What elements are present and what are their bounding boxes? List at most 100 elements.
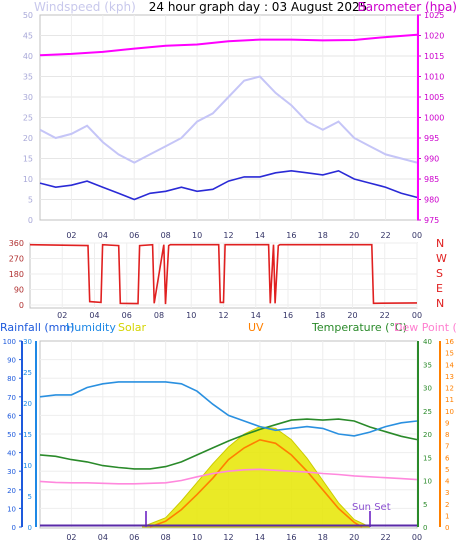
rainfall-tick: 40: [7, 450, 16, 458]
temperature-tick: 5: [423, 501, 427, 509]
windspeed-tick: 20: [23, 134, 33, 143]
humidity-tick: 25: [23, 369, 32, 377]
barometer-tick: 1020: [424, 32, 444, 41]
wind-x-tick: 02: [66, 231, 76, 240]
compass-label: E: [436, 282, 443, 295]
solar-axis-label: Solar: [118, 321, 147, 334]
dewpoint-axis-label: Dew Point (°C): [394, 321, 458, 334]
wind-x-tick: 14: [255, 231, 265, 240]
wind-x-tick: 16: [286, 231, 296, 240]
windspeed-tick: 10: [23, 175, 33, 184]
rainfall-tick: 100: [3, 338, 16, 346]
barometer-tick: 990: [424, 155, 439, 164]
wind-x-tick: 22: [380, 231, 390, 240]
windspeed-tick: 50: [23, 11, 33, 20]
wind-x-tick: 12: [223, 231, 233, 240]
chart-title: 24 hour graph day : 03 August 2025: [149, 0, 368, 14]
main-x-tick: 10: [192, 533, 202, 542]
uv-axis-label: UV: [248, 321, 264, 334]
uv-tick: 11: [445, 396, 454, 404]
main-x-tick: 04: [98, 533, 108, 542]
wind-x-tick: 18: [318, 231, 328, 240]
wind-direction-series: [29, 243, 418, 305]
wind-x-tick: 08: [161, 231, 171, 240]
windspeed-tick: 40: [23, 52, 33, 61]
direction-x-tick: 04: [89, 311, 99, 320]
compass-label: N: [436, 297, 444, 310]
humidity-tick: 15: [23, 431, 32, 439]
direction-x-tick: 10: [186, 311, 196, 320]
windspeed-tick: 30: [23, 93, 33, 102]
direction-degree-labels: 0 90 180 270 360: [9, 239, 24, 310]
direction-degree-tick: 90: [14, 286, 24, 295]
barometer-tick: 1005: [424, 93, 444, 102]
direction-degree-tick: 180: [9, 270, 24, 279]
direction-degree-tick: 0: [19, 301, 24, 310]
compass-label: N: [436, 237, 444, 250]
direction-x-tick-labels: 02 04 06 08 10 12 14 16 18 20 22 00: [57, 311, 422, 320]
barometer-tick-labels: 975 980 985 990 995 1000 1005 1010 1015 1020 1025: [417, 11, 444, 225]
windspeed-axis-label: Windspeed (kph): [34, 0, 136, 14]
direction-x-tick: 06: [122, 311, 132, 320]
barometer-tick: 1015: [424, 52, 444, 61]
barometer-tick: 995: [424, 134, 439, 143]
wind-x-tick: 10: [192, 231, 202, 240]
uv-tick: 14: [445, 361, 454, 369]
temperature-tick: 35: [423, 361, 432, 369]
uv-tick: 12: [445, 385, 454, 393]
uv-tick: 0: [445, 524, 449, 532]
humidity-tick: 30: [23, 338, 32, 346]
main-x-tick: 12: [223, 533, 233, 542]
wind-gust-series: [39, 75, 418, 164]
barometer-tick: 975: [424, 216, 439, 225]
rainfall-tick: 30: [7, 468, 16, 476]
direction-x-tick: 18: [315, 311, 325, 320]
uv-tick: 9: [445, 419, 449, 427]
main-x-tick: 02: [66, 533, 76, 542]
wind-x-tick: 20: [349, 231, 359, 240]
uv-tick: 8: [445, 431, 449, 439]
direction-x-tick: 12: [218, 311, 228, 320]
windspeed-tick-labels: 0 5 10 15 20 25 30 35 40 45 50: [23, 11, 33, 225]
temperature-axis-label: Temperature (°C): [311, 321, 407, 334]
humidity-series: [39, 381, 418, 437]
barometer-axis-label: Barometer (hpa): [358, 0, 457, 14]
barometer-tick: 1010: [424, 73, 444, 82]
temperature-tick: 40: [423, 338, 432, 346]
direction-degree-tick: 270: [9, 255, 24, 264]
rainfall-tick: 80: [7, 375, 16, 383]
uv-tick: 6: [445, 454, 450, 462]
rainfall-axis-label: Rainfall (mm): [0, 321, 74, 334]
uv-tick: 4: [445, 478, 450, 486]
windspeed-tick: 0: [28, 216, 33, 225]
temperature-tick: 30: [423, 385, 432, 393]
windspeed-tick: 45: [23, 32, 33, 41]
humidity-tick: 10: [23, 462, 32, 470]
uv-tick: 5: [445, 466, 449, 474]
temperature-tick: 20: [423, 431, 432, 439]
main-x-tick: 06: [129, 533, 139, 542]
uv-tick: 7: [445, 443, 449, 451]
direction-x-tick: 20: [347, 311, 357, 320]
rainfall-tick: 50: [7, 431, 16, 439]
direction-x-tick: 16: [283, 311, 293, 320]
wind-x-tick: 04: [98, 231, 108, 240]
wind-x-tick: 06: [129, 231, 139, 240]
rainfall-tick: 20: [7, 487, 16, 495]
direction-x-tick: 02: [57, 311, 67, 320]
uv-tick: 2: [445, 501, 449, 509]
dewpoint-series: [39, 468, 418, 485]
wind-average-series: [39, 169, 418, 201]
rainfall-tick: 90: [7, 357, 16, 365]
wind-gridlines: [40, 15, 418, 220]
windspeed-tick: 5: [28, 196, 33, 205]
uv-tick: 13: [445, 373, 454, 381]
compass-label: S: [436, 267, 443, 280]
humidity-tick: 0: [28, 524, 32, 532]
main-x-tick: 00: [412, 533, 422, 542]
humidity-tick: 5: [28, 493, 32, 501]
barometer-tick: 1000: [424, 114, 444, 123]
